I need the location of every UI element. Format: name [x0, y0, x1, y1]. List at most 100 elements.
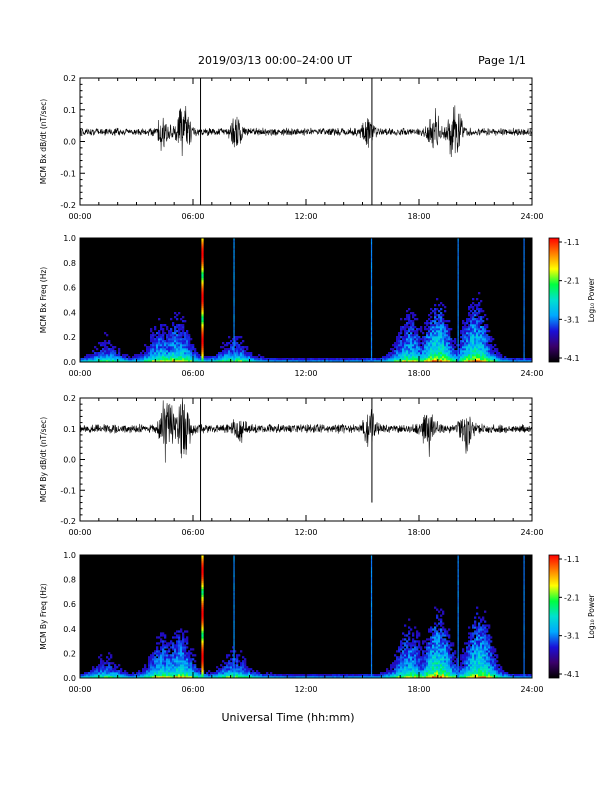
spectrogram-cell	[254, 672, 256, 674]
spectrogram-cell	[484, 662, 486, 664]
spectrogram-line-cell	[201, 563, 203, 565]
spectrogram-cell	[242, 340, 244, 342]
spectrogram-cell	[160, 658, 162, 660]
spectrogram-cell	[166, 664, 168, 666]
spectrogram-cell	[178, 340, 180, 342]
spectrogram-cell	[188, 668, 190, 670]
spectrogram-cell	[476, 648, 478, 650]
spectrogram-cell	[420, 668, 422, 670]
spectrogram-cell	[462, 352, 464, 354]
spectrogram-cell	[240, 672, 242, 674]
spectrogram-line-cell	[458, 577, 459, 579]
spectrogram-cell	[448, 650, 450, 652]
spectrogram-cell	[264, 674, 266, 676]
spectrogram-cell	[462, 358, 464, 360]
spectrogram-cell	[470, 334, 472, 336]
spectrogram-cell	[488, 664, 490, 666]
spectrogram-cell	[106, 662, 108, 664]
spectrogram-cell	[414, 666, 416, 668]
spectrogram-cell	[180, 350, 182, 352]
spectrogram-cell	[438, 634, 440, 636]
spectrogram-cell	[466, 350, 468, 352]
spectrogram-cell	[454, 354, 456, 356]
spectrogram-cell	[152, 336, 154, 338]
spectrogram-line-cell	[233, 622, 234, 624]
spectrogram-cell	[152, 344, 154, 346]
spectrogram-cell	[444, 672, 446, 674]
spectrogram-line-cell	[201, 589, 203, 591]
spectrogram-cell	[156, 646, 158, 648]
spectrogram-cell	[486, 342, 488, 344]
spectrogram-cell	[172, 336, 174, 338]
spectrogram-cell	[440, 348, 442, 350]
spectrogram-line-cell	[201, 316, 203, 318]
spectrogram-cell	[160, 338, 162, 340]
spectrogram-cell	[408, 618, 410, 620]
spectrogram-cell	[166, 348, 168, 350]
spectrogram-line-cell	[523, 585, 524, 587]
y-tick-label: 0.4	[63, 308, 76, 317]
spectrogram-cell	[440, 332, 442, 334]
spectrogram-cell	[178, 652, 180, 654]
spectrogram-cell	[208, 674, 210, 676]
spectrogram-cell	[412, 656, 414, 658]
spectrogram-cell	[410, 666, 412, 668]
spectrogram-cell	[414, 314, 416, 316]
spectrogram-cell	[420, 356, 422, 358]
spectrogram-cell	[228, 654, 230, 656]
spectrogram-cell	[474, 328, 476, 330]
spectrogram-cell	[434, 630, 436, 632]
spectrogram-cell	[108, 664, 110, 666]
spectrogram-cell	[438, 310, 440, 312]
spectrogram-cell	[322, 674, 324, 676]
spectrogram-cell	[404, 670, 406, 672]
spectrogram-line-cell	[371, 642, 372, 644]
y-axis-label: MCM Bx Freq (Hz)	[39, 267, 48, 333]
spectrogram-line-cell	[201, 284, 203, 286]
spectrogram-cell	[164, 664, 166, 666]
spectrogram-cell	[416, 336, 418, 338]
spectrogram-cell	[100, 344, 102, 346]
spectrogram-cell	[178, 668, 180, 670]
spectrogram-cell	[422, 662, 424, 664]
spectrogram-cell	[466, 322, 468, 324]
spectrogram-cell	[166, 644, 168, 646]
spectrogram-cell	[176, 644, 178, 646]
spectrogram-line-cell	[523, 620, 524, 622]
spectrogram-cell	[408, 654, 410, 656]
spectrogram-cell	[450, 654, 452, 656]
spectrogram-cell	[484, 672, 486, 674]
spectrogram-cell	[236, 338, 238, 340]
spectrogram-line-cell	[458, 332, 459, 334]
spectrogram-cell	[438, 354, 440, 356]
spectrogram-cell	[152, 666, 154, 668]
spectrogram-cell	[186, 654, 188, 656]
spectrogram-cell	[482, 344, 484, 346]
spectrogram-cell	[436, 318, 438, 320]
spectrogram-line-cell	[458, 567, 459, 569]
spectrogram-cell	[470, 328, 472, 330]
spectrogram-cell	[408, 318, 410, 320]
spectrogram-cell	[466, 334, 468, 336]
spectrogram-cell	[442, 642, 444, 644]
spectrogram-cell	[156, 336, 158, 338]
spectrogram-cell	[472, 320, 474, 322]
spectrogram-cell	[184, 340, 186, 342]
spectrogram-line-cell	[371, 648, 372, 650]
spectrogram-cell	[178, 356, 180, 358]
spectrogram-cell	[472, 642, 474, 644]
spectrogram-cell	[484, 642, 486, 644]
spectrogram-cell	[454, 342, 456, 344]
spectrogram-cell	[478, 656, 480, 658]
spectrogram-cell	[168, 668, 170, 670]
spectrogram-cell	[106, 346, 108, 348]
spectrogram-cell	[466, 356, 468, 358]
spectrogram-cell	[436, 340, 438, 342]
spectrogram-line-cell	[523, 565, 524, 567]
spectrogram-cell	[492, 350, 494, 352]
spectrogram-cell	[110, 352, 112, 354]
spectrogram-line-cell	[371, 607, 372, 609]
spectrogram-cell	[426, 668, 428, 670]
spectrogram-cell	[144, 344, 146, 346]
spectrogram-cell	[404, 674, 406, 676]
